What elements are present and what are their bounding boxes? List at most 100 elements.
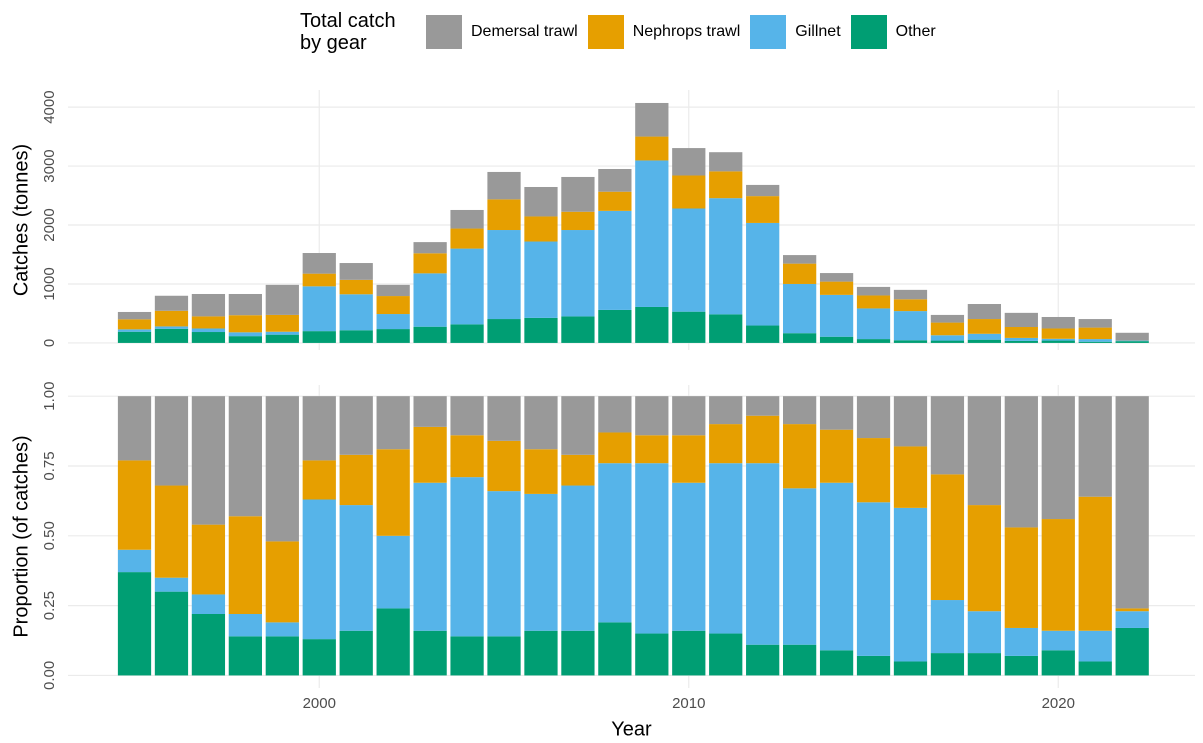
- bar-segment: [1041, 328, 1075, 339]
- bar-segment: [1078, 396, 1112, 497]
- bar-segment: [191, 293, 226, 317]
- bar-segment: [450, 636, 484, 676]
- bar-segment: [413, 273, 447, 327]
- bar-segment: [154, 591, 189, 676]
- bar-segment: [1078, 341, 1112, 343]
- bar-segment: [709, 396, 743, 425]
- bar-segment: [487, 171, 521, 200]
- bar-segment: [598, 191, 632, 211]
- bar-segment: [487, 199, 521, 231]
- bar-segment: [782, 255, 817, 264]
- bar-segment: [819, 396, 854, 430]
- bar-segment: [819, 336, 854, 343]
- bar-segment: [450, 248, 484, 325]
- bar-segment: [561, 316, 595, 343]
- bar-segment: [339, 454, 373, 506]
- bar-segment: [598, 169, 632, 192]
- bar-segment: [228, 332, 262, 337]
- bar-segment: [302, 273, 336, 287]
- bar-segment: [413, 482, 447, 631]
- bar-segment: [856, 396, 891, 439]
- bar-segment: [339, 505, 373, 631]
- bar-segment: [930, 314, 965, 323]
- legend-key: [750, 15, 787, 49]
- bar-segment: [893, 289, 928, 300]
- bar-segment: [413, 242, 447, 254]
- y-tick-label: 1000: [41, 267, 58, 300]
- bar-segment: [856, 339, 891, 343]
- x-tick-label: 2000: [303, 695, 336, 712]
- bar-segment: [191, 328, 226, 333]
- bar-segment: [1004, 527, 1038, 628]
- bar-segment: [598, 432, 632, 464]
- bar-segment: [1078, 496, 1112, 631]
- bar-segment: [376, 329, 410, 343]
- bar-segment: [524, 186, 558, 217]
- bar-segment: [302, 460, 336, 500]
- bar-segment: [1115, 332, 1149, 341]
- legend-item: Nephrops trawl: [587, 15, 740, 49]
- y-tick-label: 0.75: [41, 451, 58, 480]
- bar-segment: [635, 102, 669, 137]
- bar-segment: [746, 644, 780, 676]
- bar-segment: [265, 334, 299, 343]
- bar-segment: [191, 613, 226, 676]
- bar-segment: [893, 299, 928, 312]
- bar-segment: [598, 396, 632, 433]
- bar-segment: [154, 396, 189, 486]
- bar-segment: [930, 653, 965, 676]
- bar-segment: [487, 319, 521, 343]
- bar-segment: [782, 644, 817, 676]
- bar-segment: [302, 331, 336, 343]
- bar-segment: [598, 622, 632, 676]
- bar-segment: [856, 286, 891, 296]
- bar-segment: [1078, 339, 1112, 342]
- bar-segment: [967, 333, 1002, 340]
- bar-segment: [819, 650, 854, 676]
- bar-segment: [1078, 319, 1112, 328]
- bar-segment: [117, 311, 152, 320]
- bar-segment: [339, 396, 373, 455]
- bar-segment: [746, 184, 780, 197]
- bar-segment: [228, 613, 262, 637]
- bar-segment: [1041, 338, 1075, 341]
- bar-segment: [930, 396, 965, 475]
- bar-segment: [413, 253, 447, 274]
- bar-segment: [561, 454, 595, 486]
- bar-segment: [709, 633, 743, 676]
- bar-segment: [376, 535, 410, 609]
- bar-segment: [450, 435, 484, 478]
- bar-segment: [191, 316, 226, 329]
- legend-label: Other: [895, 23, 936, 40]
- bar-segment: [228, 336, 262, 343]
- bar-segment: [1004, 327, 1038, 338]
- bar-segment: [746, 415, 780, 464]
- bar-segment: [487, 636, 521, 676]
- legend: Total catch by gear Demersal trawl Nephro…: [300, 10, 946, 54]
- bar-segment: [598, 309, 632, 343]
- bar-segment: [487, 440, 521, 492]
- bar-segment: [524, 630, 558, 676]
- bar-segment: [893, 340, 928, 343]
- bar-segment: [782, 333, 817, 343]
- bar-segment: [709, 198, 743, 315]
- bar-segment: [635, 160, 669, 307]
- bar-segment: [893, 507, 928, 662]
- bar-segment: [154, 577, 189, 592]
- legend-label: Demersal trawl: [471, 23, 578, 40]
- bar-segment: [709, 314, 743, 343]
- bar-segment: [154, 295, 189, 311]
- bar-segment: [967, 653, 1002, 676]
- bar-segment: [893, 446, 928, 508]
- bar-segment: [302, 253, 336, 274]
- y-axis-title: Catches (tonnes): [10, 144, 32, 296]
- legend-title: Total catch by gear: [300, 10, 396, 54]
- bar-segment: [376, 284, 410, 297]
- legend-item: Demersal trawl: [426, 15, 578, 49]
- bar-segment: [672, 208, 706, 312]
- bar-segment: [302, 286, 336, 332]
- bar-segment: [1004, 340, 1038, 343]
- legend-item: Other: [850, 15, 936, 49]
- bar-segment: [376, 608, 410, 676]
